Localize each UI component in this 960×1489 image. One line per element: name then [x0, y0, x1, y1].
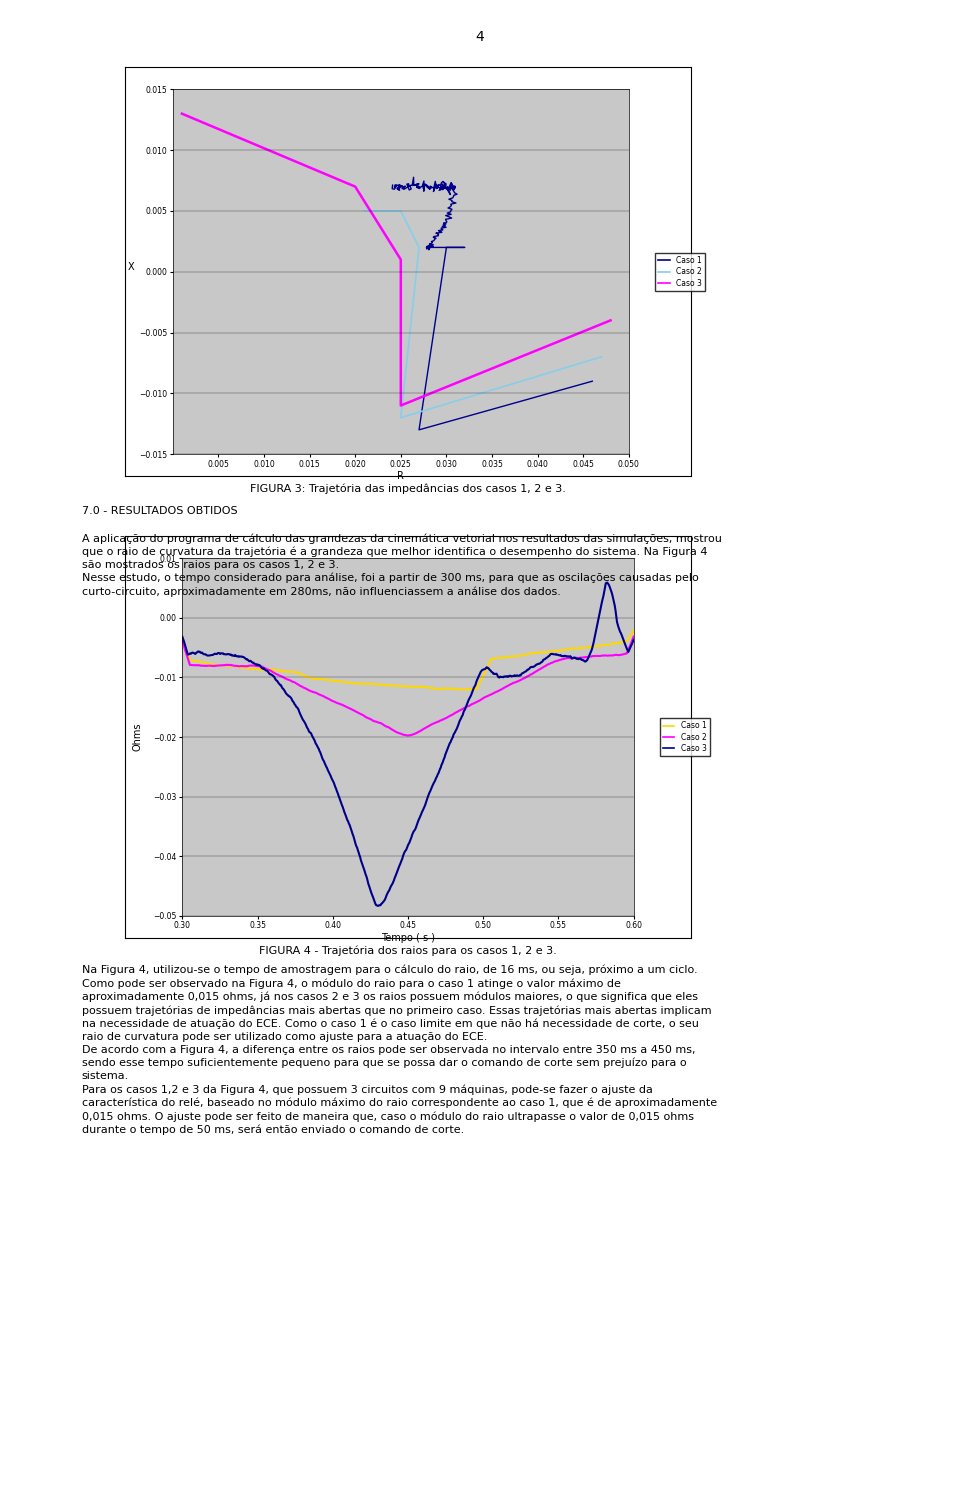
Text: 7.0 - RESULTADOS OBTIDOS: 7.0 - RESULTADOS OBTIDOS	[82, 506, 237, 517]
Y-axis label: X: X	[128, 262, 134, 271]
Text: FIGURA 4 - Trajetória dos raios para os casos 1, 2 e 3.: FIGURA 4 - Trajetória dos raios para os …	[259, 946, 557, 956]
Legend: Caso 1, Caso 2, Caso 3: Caso 1, Caso 2, Caso 3	[660, 718, 709, 756]
Text: FIGURA 3: Trajetória das impedâncias dos casos 1, 2 e 3.: FIGURA 3: Trajetória das impedâncias dos…	[250, 484, 566, 494]
Y-axis label: Ohms: Ohms	[132, 722, 142, 752]
Text: 4: 4	[475, 30, 485, 43]
X-axis label: Tempo ( s ): Tempo ( s )	[381, 934, 435, 943]
X-axis label: R: R	[397, 472, 404, 481]
Text: A aplicação do programa de cálculo das grandezas da cinemática vetorial nos resu: A aplicação do programa de cálculo das g…	[82, 533, 722, 597]
Text: Na Figura 4, utilizou-se o tempo de amostragem para o cálculo do raio, de 16 ms,: Na Figura 4, utilizou-se o tempo de amos…	[82, 965, 717, 1135]
Legend: Caso 1, Caso 2, Caso 3: Caso 1, Caso 2, Caso 3	[656, 253, 705, 290]
